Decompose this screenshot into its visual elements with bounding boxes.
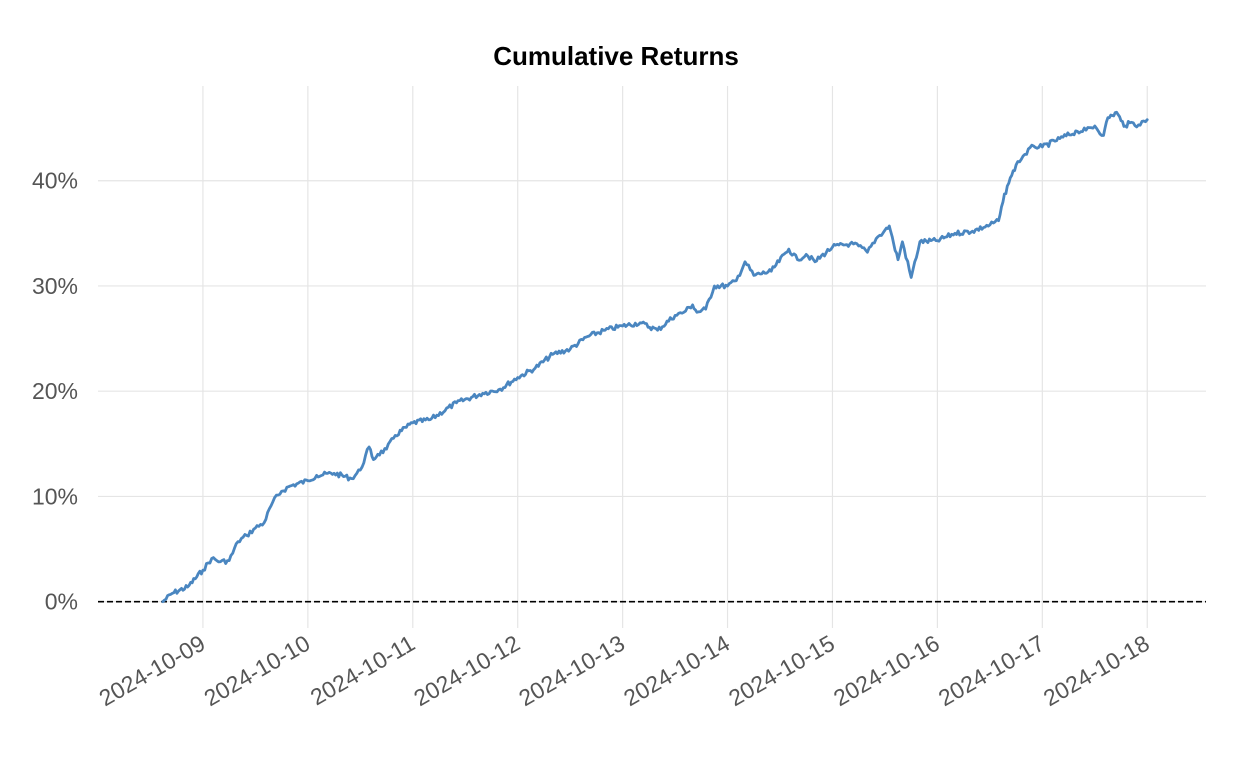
y-tick-label: 0%	[45, 589, 78, 615]
x-tick-label: 2024-10-13	[514, 630, 629, 711]
x-tick-label: 2024-10-12	[409, 630, 524, 711]
chart-title: Cumulative Returns	[493, 41, 739, 71]
cumulative-returns-line	[161, 110, 1149, 604]
x-tick-label: 2024-10-17	[934, 630, 1049, 711]
x-tick-label: 2024-10-16	[829, 630, 944, 711]
grid-layer	[98, 86, 1206, 628]
x-tick-label: 2024-10-09	[95, 630, 210, 711]
y-tick-label: 10%	[32, 483, 78, 509]
series-layer	[161, 110, 1149, 604]
x-tick-label: 2024-10-14	[619, 630, 734, 711]
y-tick-label: 20%	[32, 378, 78, 404]
x-tick-label: 2024-10-15	[724, 630, 839, 711]
y-tick-label: 40%	[32, 168, 78, 194]
x-axis-ticks: 2024-10-092024-10-102024-10-112024-10-12…	[95, 630, 1154, 711]
y-axis-ticks: 0% 10% 20% 30% 40%	[32, 168, 78, 615]
y-tick-label: 30%	[32, 273, 78, 299]
x-tick-label: 2024-10-10	[199, 630, 314, 711]
x-tick-label: 2024-10-11	[306, 630, 419, 710]
x-tick-label: 2024-10-18	[1039, 630, 1154, 711]
